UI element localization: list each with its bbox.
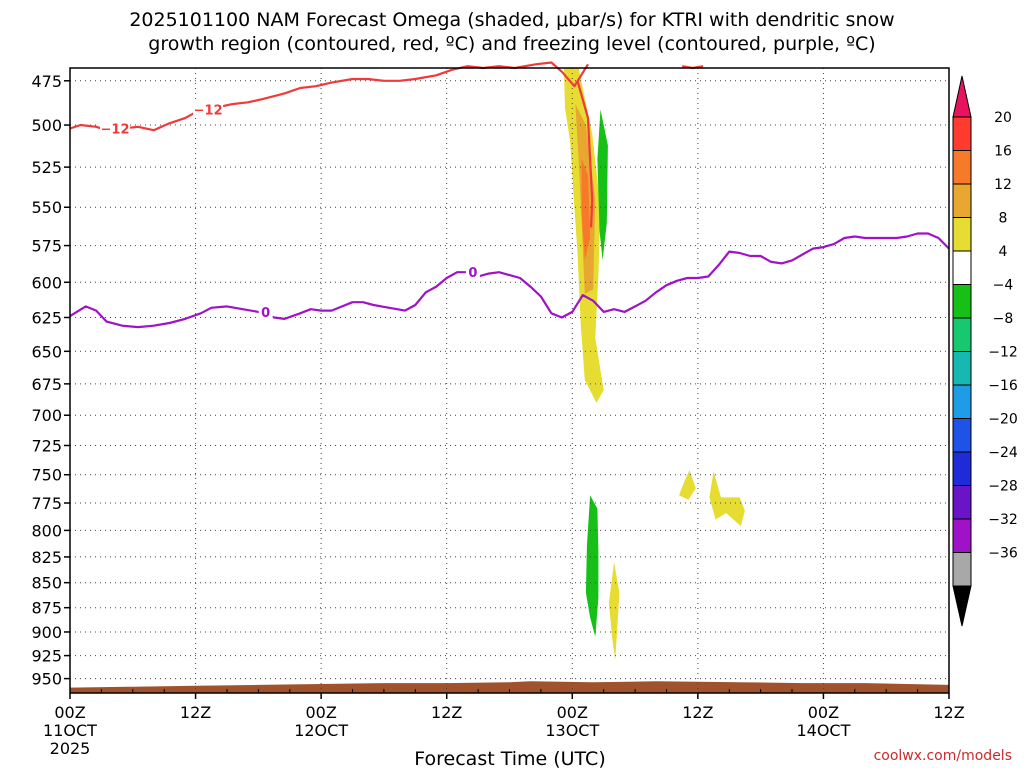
- x-tick-label-36-0: 12Z: [431, 703, 462, 722]
- x-tick-label-24-1: 12OCT: [294, 721, 348, 740]
- colorbar-box-7: [952, 351, 972, 386]
- colorbar-label-10: −24: [988, 445, 1018, 461]
- contour-label-bg-2: [258, 304, 273, 319]
- contour-label-bg-3: [465, 265, 480, 280]
- colorbar-box-8: [952, 384, 972, 419]
- y-tick-label-850: 850: [31, 574, 62, 593]
- colorbar-box-3: [952, 217, 972, 252]
- colorbar-label-12: −32: [988, 512, 1018, 528]
- x-tick-label-0-1: 11OCT: [43, 721, 97, 740]
- y-tick-label-475: 475: [31, 72, 62, 91]
- colorbar-box-11: [952, 485, 972, 520]
- colorbar-label-6: −8: [993, 311, 1014, 327]
- chart-title-line1: 2025101100 NAM Forecast Omega (shaded, μ…: [129, 9, 894, 31]
- colorbar-box-5: [952, 284, 972, 319]
- y-tick-label-525: 525: [31, 158, 62, 177]
- colorbar-label-11: −28: [988, 479, 1018, 495]
- y-tick-label-925: 925: [31, 647, 62, 666]
- colorbar-label-2: 12: [994, 177, 1012, 193]
- credit-text: coolwx.com/models: [874, 748, 1012, 764]
- y-tick-label-675: 675: [31, 375, 62, 394]
- colorbar-label-7: −12: [988, 345, 1018, 361]
- x-tick-label-24-0: 00Z: [305, 703, 336, 722]
- colorbar-label-13: −36: [988, 546, 1018, 562]
- y-tick-label-650: 650: [31, 342, 62, 361]
- colorbar-label-4: 4: [999, 244, 1008, 260]
- colorbar-label-0: 20: [994, 110, 1012, 126]
- contour-label-2: 0: [261, 306, 270, 321]
- colorbar-label-5: −4: [993, 278, 1014, 294]
- y-tick-label-750: 750: [31, 466, 62, 485]
- colorbar-label-8: −16: [988, 378, 1018, 394]
- y-tick-label-775: 775: [31, 494, 62, 513]
- x-tick-label-0-0: 00Z: [54, 703, 85, 722]
- colorbar-box-13: [952, 552, 972, 587]
- contour-label-1: −12: [194, 103, 223, 118]
- colorbar-box-4: [952, 250, 972, 285]
- y-tick-label-700: 700: [31, 406, 62, 425]
- contour-0: [69, 61, 589, 132]
- x-tick-label-60-0: 12Z: [682, 703, 713, 722]
- colorbar: 20 16 12 8 4 −4 −8 −12 −16 −20 −24 −28 −32 −36: [952, 75, 1018, 627]
- y-tick-label-625: 625: [31, 308, 62, 327]
- x-tick-label-72-1: 14OCT: [796, 721, 850, 740]
- colorbar-box-10: [952, 451, 972, 486]
- y-tick-label-800: 800: [31, 521, 62, 540]
- y-tick-label-900: 900: [31, 623, 62, 642]
- contour-label-bg-1: [193, 102, 224, 117]
- colorbar-box-0: [952, 116, 972, 151]
- y-axis: 475 500 525 550 575 600 625 650 675 700 725 750 775 8…: [31, 72, 70, 689]
- omega-region-3: [597, 109, 608, 261]
- y-tick-label-725: 725: [31, 436, 62, 455]
- contour-label-3: 0: [468, 266, 477, 281]
- contour-label-bg-0: [99, 121, 130, 136]
- contour-1: [576, 80, 594, 228]
- y-tick-label-950: 950: [31, 670, 62, 689]
- colorbar-label-9: −20: [988, 412, 1018, 428]
- plot-area: −12 −12 0 0: [69, 61, 950, 694]
- y-tick-label-575: 575: [31, 237, 62, 256]
- chart-title-line2: growth region (contoured, red, ºC) and f…: [148, 33, 875, 55]
- y-tick-label-550: 550: [31, 198, 62, 217]
- contour-3: [69, 232, 950, 329]
- plot-frame: [69, 67, 950, 694]
- omega-region-2: [581, 158, 591, 261]
- x-axis-label: Forecast Time (UTC): [414, 748, 605, 768]
- colorbar-label-1: 16: [994, 144, 1012, 160]
- colorbar-box-2: [952, 183, 972, 218]
- omega-region-4: [679, 470, 696, 500]
- x-tick-label-48-0: 00Z: [557, 703, 588, 722]
- y-tick-label-500: 500: [31, 116, 62, 135]
- x-tick-label-84-0: 12Z: [933, 703, 964, 722]
- plot-background: [70, 68, 949, 693]
- colorbar-box-6: [952, 317, 972, 352]
- colorbar-label-3: 8: [999, 211, 1008, 227]
- omega-region-7: [608, 562, 620, 661]
- y-tick-label-875: 875: [31, 599, 62, 618]
- x-tick-label-72-0: 00Z: [808, 703, 839, 722]
- x-tick-label-0-2: 2025: [50, 739, 91, 758]
- x-tick-label-48-1: 13OCT: [545, 721, 599, 740]
- y-tick-label-600: 600: [31, 273, 62, 292]
- colorbar-box-9: [952, 418, 972, 453]
- y-tick-label-825: 825: [31, 548, 62, 567]
- omega-region-5: [709, 471, 745, 527]
- colorbar-box-1: [952, 150, 972, 185]
- colorbar-bottom-arrow: [952, 585, 972, 627]
- colorbar-top-arrow: [952, 75, 972, 118]
- colorbar-box-12: [952, 518, 972, 553]
- contour-label-0: −12: [101, 122, 130, 137]
- omega-shading: [563, 68, 745, 661]
- x-tick-label-12-0: 12Z: [180, 703, 211, 722]
